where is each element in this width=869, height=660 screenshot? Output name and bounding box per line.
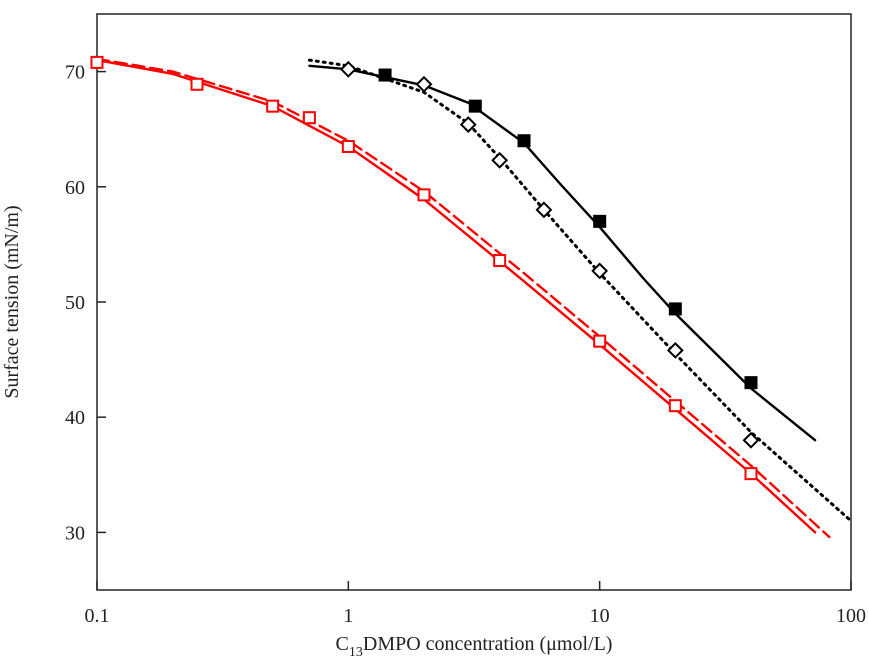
y-tick-label: 50 [65, 292, 85, 314]
marker [378, 68, 392, 82]
marker [468, 99, 482, 113]
x-label-subscript: 13 [349, 645, 363, 660]
marker [744, 467, 758, 481]
marker [90, 55, 104, 69]
x-label-part: DMPO concentration (μmol/L) [363, 633, 613, 655]
y-tick-label: 60 [65, 177, 85, 199]
marker [190, 77, 204, 91]
x-axis-label: C13DMPO concentration (μmol/L) [336, 633, 613, 660]
marker [668, 399, 682, 413]
curve [95, 57, 831, 539]
curve [308, 64, 817, 442]
marker [491, 151, 509, 169]
y-axis-label: Surface tension (mN/m) [1, 205, 23, 398]
x-label-part: C [336, 633, 349, 655]
marker [742, 431, 760, 449]
marker [415, 75, 433, 93]
curve [307, 58, 853, 523]
marker [266, 99, 280, 113]
marker [459, 116, 477, 134]
x-tick-label: 1 [343, 605, 353, 627]
marker [341, 139, 355, 153]
marker [744, 376, 758, 390]
marker [668, 302, 682, 316]
marker [493, 254, 507, 268]
marker [535, 201, 553, 219]
marker [593, 334, 607, 348]
x-tick-label: 10 [590, 605, 610, 627]
marker [517, 134, 531, 148]
marker [666, 341, 684, 359]
y-tick-label: 40 [65, 407, 85, 429]
marker [302, 111, 316, 125]
x-tick-label: 0.1 [85, 605, 110, 627]
y-tick-label: 70 [65, 62, 85, 84]
x-tick-label: 100 [836, 605, 866, 627]
marker [593, 214, 607, 228]
marker [339, 60, 357, 78]
marker [591, 262, 609, 280]
marker [417, 188, 431, 202]
curve [95, 58, 817, 534]
y-tick-label: 30 [65, 522, 85, 544]
